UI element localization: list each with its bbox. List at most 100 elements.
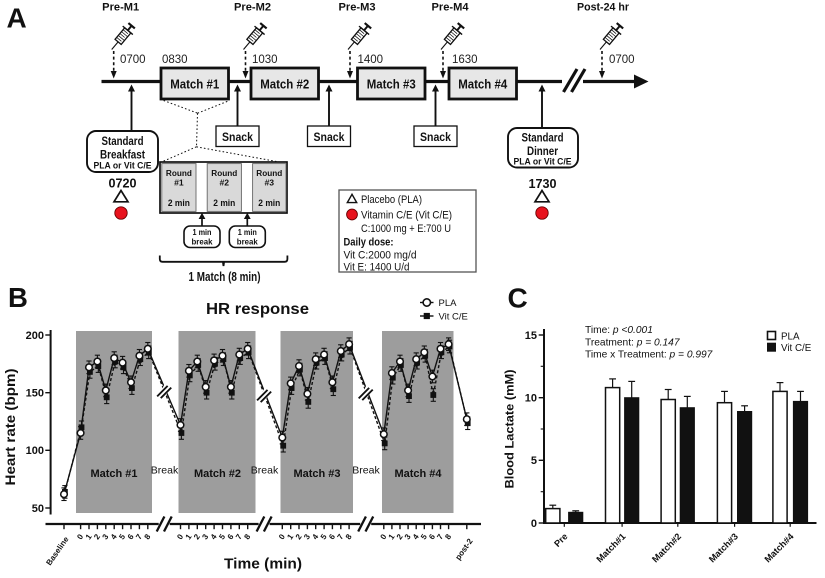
svg-text:Standard: Standard	[522, 133, 564, 145]
svg-text:3: 3	[302, 532, 312, 541]
svg-text:Match #2: Match #2	[260, 77, 309, 92]
svg-text:5: 5	[217, 532, 227, 541]
svg-text:150: 150	[26, 388, 44, 400]
svg-text:4: 4	[411, 532, 421, 541]
svg-text:4: 4	[310, 532, 320, 541]
svg-text:C: C	[508, 283, 528, 314]
svg-text:Dinner: Dinner	[527, 146, 558, 158]
svg-text:6: 6	[126, 532, 136, 541]
svg-text:Round: Round	[166, 168, 192, 178]
svg-text:2 min: 2 min	[168, 198, 190, 208]
svg-text:1 min: 1 min	[238, 227, 257, 237]
svg-text:0: 0	[75, 532, 85, 541]
svg-text:7: 7	[134, 532, 144, 541]
svg-text:3: 3	[101, 532, 111, 541]
svg-text:4: 4	[109, 532, 119, 541]
svg-text:2: 2	[92, 532, 102, 541]
svg-text:15: 15	[525, 330, 537, 342]
svg-text:1730: 1730	[529, 176, 557, 191]
svg-text:Breakfast: Breakfast	[100, 150, 145, 162]
svg-text:Match #4: Match #4	[394, 468, 442, 480]
svg-text:Match#3: Match#3	[707, 531, 740, 564]
svg-text:1: 1	[285, 532, 295, 541]
svg-text:7: 7	[435, 532, 445, 541]
svg-text:Baseline: Baseline	[44, 535, 71, 568]
svg-text:Post-24 hr: Post-24 hr	[577, 2, 630, 14]
svg-text:0700: 0700	[609, 54, 635, 66]
svg-text:Pre-M2: Pre-M2	[234, 2, 271, 14]
svg-text:PLA or Vit C/E: PLA or Vit C/E	[94, 161, 152, 171]
svg-text:0700: 0700	[120, 54, 146, 66]
svg-text:0: 0	[175, 532, 185, 541]
svg-text:3: 3	[200, 532, 210, 541]
svg-text:0830: 0830	[162, 54, 188, 66]
svg-text:Vit C/E: Vit C/E	[439, 312, 468, 323]
svg-text:1: 1	[84, 532, 94, 541]
svg-text:Pre-M4: Pre-M4	[432, 2, 470, 14]
svg-text:Match#1: Match#1	[594, 531, 627, 564]
svg-text:Time (min): Time (min)	[224, 557, 302, 573]
svg-text:100: 100	[26, 445, 44, 457]
svg-text:5: 5	[319, 532, 329, 541]
svg-text:0: 0	[379, 532, 389, 541]
svg-text:Snack: Snack	[314, 130, 345, 144]
svg-text:Match#4: Match#4	[763, 531, 797, 565]
svg-text:1 min: 1 min	[193, 227, 212, 237]
svg-text:#1: #1	[174, 178, 184, 188]
svg-text:Vit E: 1400 U/d: Vit E: 1400 U/d	[344, 262, 410, 274]
svg-text:post-2: post-2	[454, 537, 475, 562]
svg-text:4: 4	[209, 532, 219, 541]
svg-text:5: 5	[531, 455, 537, 467]
svg-text:3: 3	[403, 532, 413, 541]
svg-text:Round: Round	[211, 168, 237, 178]
svg-text:PLA or Vit C/E: PLA or Vit C/E	[514, 157, 572, 167]
svg-text:7: 7	[234, 532, 244, 541]
svg-text:Round: Round	[256, 168, 282, 178]
svg-text:Placebo (PLA): Placebo (PLA)	[361, 194, 422, 206]
svg-text:Time: p <0.001: Time: p <0.001	[585, 325, 653, 336]
svg-text:Vit C:2000 mg/d: Vit C:2000 mg/d	[344, 250, 417, 262]
svg-text:1: 1	[184, 532, 194, 541]
svg-text:Daily dose:: Daily dose:	[344, 237, 394, 249]
svg-text:6: 6	[327, 532, 337, 541]
svg-text:Blood Lactate (mM): Blood Lactate (mM)	[503, 370, 517, 489]
svg-text:0: 0	[531, 518, 537, 530]
svg-text:50: 50	[32, 503, 44, 515]
svg-text:A: A	[7, 3, 27, 34]
svg-text:C:1000 mg + E:700 U: C:1000 mg + E:700 U	[361, 223, 451, 235]
svg-text:200: 200	[26, 330, 44, 342]
svg-text:Match #1: Match #1	[170, 77, 219, 92]
svg-text:0720: 0720	[109, 176, 137, 191]
svg-text:Match #4: Match #4	[458, 77, 508, 92]
svg-text:2 min: 2 min	[213, 198, 235, 208]
svg-text:Snack: Snack	[222, 130, 253, 144]
svg-text:break: break	[192, 237, 213, 247]
svg-text:1 Match (8 min): 1 Match (8 min)	[189, 270, 261, 284]
svg-text:2: 2	[192, 532, 202, 541]
svg-text:Vit C/E: Vit C/E	[781, 343, 812, 354]
svg-text:Match #3: Match #3	[293, 468, 340, 480]
svg-text:2: 2	[395, 532, 405, 541]
svg-text:HR response: HR response	[206, 301, 309, 318]
svg-text:6: 6	[427, 532, 437, 541]
svg-text:1030: 1030	[252, 54, 278, 66]
svg-text:break: break	[237, 237, 258, 247]
svg-text:#2: #2	[220, 178, 230, 188]
svg-text:Match #1: Match #1	[90, 468, 137, 480]
svg-text:Match #3: Match #3	[367, 77, 416, 92]
svg-text:5: 5	[117, 532, 127, 541]
svg-text:Pre-M1: Pre-M1	[102, 2, 139, 14]
svg-text:Match #2: Match #2	[194, 468, 241, 480]
svg-text:6: 6	[226, 532, 236, 541]
svg-text:B: B	[8, 282, 28, 313]
svg-text:2 min: 2 min	[258, 198, 280, 208]
svg-text:1630: 1630	[452, 54, 478, 66]
svg-text:Vitamin C/E (Vit C/E): Vitamin C/E (Vit C/E)	[361, 210, 452, 222]
svg-text:Pre: Pre	[552, 531, 570, 549]
svg-text:Treatment: p = 0.147: Treatment: p = 0.147	[585, 337, 680, 348]
svg-text:7: 7	[336, 532, 346, 541]
svg-text:1400: 1400	[358, 54, 384, 66]
svg-text:1: 1	[387, 532, 397, 541]
svg-text:Heart rate (bpm): Heart rate (bpm)	[3, 369, 18, 486]
svg-text:Match#2: Match#2	[650, 531, 683, 564]
